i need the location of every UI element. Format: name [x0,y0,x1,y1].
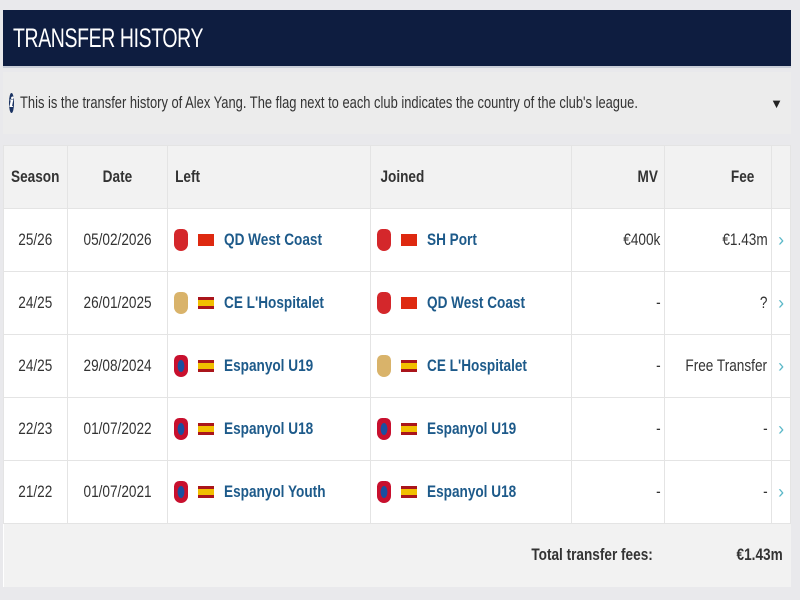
left-club-cell: QD West Coast [166,208,372,272]
section-title: TRANSFER HISTORY [13,23,204,53]
left-club-link[interactable]: Espanyol Youth [223,482,326,501]
date: 01/07/2021 [67,460,168,524]
club-crest-icon [173,229,188,251]
table-row[interactable]: 25/26 05/02/2026 QD West Coast SH Port €4… [2,208,791,272]
col-joined: Joined [370,145,573,209]
chevron-right-icon[interactable]: › [771,460,791,524]
table-row[interactable]: 24/25 29/08/2024 Espanyol U19 CE L'Hospit… [2,334,791,398]
col-mv: MV [571,145,666,209]
market-value: - [571,397,666,461]
joined-club-cell: Espanyol U19 [370,397,573,461]
club-crest-icon [173,292,188,314]
club-crest-icon [173,481,188,503]
date: 01/07/2022 [67,397,168,461]
left-club-cell: Espanyol U18 [166,397,372,461]
season: 25/26 [2,208,69,272]
joined-club-cell: Espanyol U18 [370,460,573,524]
club-crest-icon [377,229,392,251]
table-row[interactable]: 24/25 26/01/2025 CE L'Hospitalet QD West … [2,271,791,335]
info-bar[interactable]: i This is the transfer history of Alex Y… [3,72,791,134]
chevron-right-icon[interactable]: › [771,334,791,398]
total-label: Total transfer fees: [531,545,653,565]
fee: ? [664,271,773,335]
chevron-right-icon[interactable]: › [771,397,791,461]
chevron-right-icon[interactable]: › [771,208,791,272]
market-value: - [571,334,666,398]
col-date: Date [67,145,168,209]
season: 24/25 [2,271,69,335]
fee: - [664,460,773,524]
joined-club-link[interactable]: Espanyol U19 [427,419,517,438]
table-row[interactable]: 21/22 01/07/2021 Espanyol Youth Espanyol … [2,460,791,524]
spain-flag-icon [197,486,214,498]
date: 29/08/2024 [67,334,168,398]
joined-club-cell: SH Port [370,208,573,272]
info-icon: i [9,93,15,113]
joined-club-link[interactable]: Espanyol U18 [427,482,517,501]
china-flag-icon [401,234,418,246]
col-season: Season [2,145,69,209]
chevron-right-icon[interactable]: › [771,271,791,335]
market-value: - [571,460,666,524]
joined-club-cell: QD West Coast [370,271,573,335]
fee: €1.43m [664,208,773,272]
col-left: Left [166,145,372,209]
left-club-cell: Espanyol U19 [166,334,372,398]
market-value: €400k [571,208,666,272]
spain-flag-icon [197,360,214,372]
fee: - [664,397,773,461]
club-crest-icon [173,418,188,440]
spain-flag-icon [197,423,214,435]
spain-flag-icon [401,486,418,498]
china-flag-icon [197,234,214,246]
date: 05/02/2026 [67,208,168,272]
spain-flag-icon [401,360,418,372]
left-club-cell: CE L'Hospitalet [166,271,372,335]
table-row[interactable]: 22/23 01/07/2022 Espanyol U18 Espanyol U1… [2,397,791,461]
season: 24/25 [2,334,69,398]
china-flag-icon [401,297,418,309]
spain-flag-icon [401,423,418,435]
date: 26/01/2025 [67,271,168,335]
col-fee: Fee [664,145,773,209]
info-text: This is the transfer history of Alex Yan… [20,93,639,112]
season: 21/22 [2,460,69,524]
season: 22/23 [2,397,69,461]
club-crest-icon [377,481,392,503]
club-crest-icon [173,355,188,377]
joined-club-link[interactable]: CE L'Hospitalet [427,356,528,375]
joined-club-link[interactable]: SH Port [427,230,477,249]
club-crest-icon [377,418,392,440]
left-club-link[interactable]: CE L'Hospitalet [223,293,324,312]
caret-down-icon[interactable]: ▼ [770,95,783,111]
club-crest-icon [377,355,392,377]
left-club-link[interactable]: Espanyol U18 [223,419,314,438]
spain-flag-icon [197,297,214,309]
total-value: €1.43m [736,545,783,565]
fee: Free Transfer [664,334,773,398]
total-row: Total transfer fees: €1.43m [3,523,791,587]
left-club-cell: Espanyol Youth [166,460,372,524]
joined-club-link[interactable]: QD West Coast [427,293,526,312]
left-club-link[interactable]: QD West Coast [223,230,322,249]
section-header: TRANSFER HISTORY [3,10,791,68]
joined-club-cell: CE L'Hospitalet [370,334,573,398]
club-crest-icon [377,292,392,314]
transfer-table: Season Date Left Joined MV Fee 25/26 05/… [2,145,791,587]
market-value: - [571,271,666,335]
left-club-link[interactable]: Espanyol U19 [223,356,314,375]
